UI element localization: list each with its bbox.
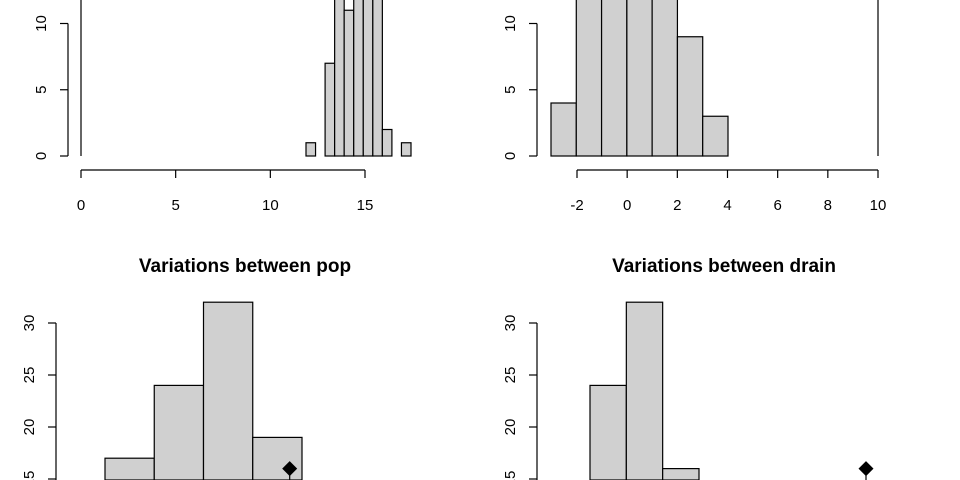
histogram-bar	[104, 457, 155, 480]
y-tick-label: 5	[33, 86, 50, 94]
panel-bottom-right: Variations between drain 15 20 25 30	[502, 256, 874, 480]
y-tick-label: 20	[21, 419, 38, 436]
histogram-bar	[589, 384, 627, 480]
histogram-bar	[324, 62, 336, 157]
histogram-bar	[305, 142, 317, 157]
histogram-bar	[153, 384, 205, 480]
histogram-bar	[651, 0, 679, 157]
y-tick-label: 15	[502, 471, 519, 480]
panel-title: Variations between drain	[612, 256, 836, 277]
y-tick-label: 0	[502, 152, 519, 160]
histogram-bar	[202, 301, 254, 480]
histogram-bar	[343, 9, 355, 157]
x-tick-label: 4	[723, 197, 731, 214]
histogram-bar	[575, 0, 603, 157]
y-tick-label: 25	[502, 367, 519, 384]
histogram-bar	[702, 115, 729, 157]
y-tick-label: 0	[33, 152, 50, 160]
x-tick-label: -2	[570, 197, 583, 214]
observed-marker	[282, 461, 298, 477]
x-tick-label: 5	[171, 197, 179, 214]
histogram-bar	[676, 36, 704, 157]
x-tick-label: 10	[870, 197, 887, 214]
y-tick-label: 20	[502, 419, 519, 436]
x-tick-label: 2	[673, 197, 681, 214]
histogram-bar	[372, 0, 383, 157]
histogram-bar	[550, 102, 577, 157]
y-tick-label: 30	[21, 315, 38, 332]
y-tick-label: 10	[33, 15, 50, 32]
histogram-bar	[625, 301, 664, 480]
histogram-bar	[626, 0, 653, 157]
histogram-bar	[353, 0, 364, 157]
y-tick-label: 15	[21, 471, 38, 480]
histogram-bar	[252, 436, 303, 480]
observed-marker	[858, 461, 874, 477]
y-tick-label: 30	[502, 315, 519, 332]
histogram-bar	[362, 0, 374, 157]
panel-top-right: 0 5 10 -2 0 2 4 6 8 10	[502, 0, 886, 214]
histogram-bar	[334, 0, 345, 157]
y-tick-label: 25	[21, 367, 38, 384]
x-tick-label: 0	[77, 197, 85, 214]
y-tick-label: 5	[502, 86, 519, 94]
panel-top-left: 0 5 10 0 5 10 15	[33, 0, 412, 214]
y-tick-label: 10	[502, 15, 519, 32]
x-tick-label: 6	[773, 197, 781, 214]
histogram-bar	[381, 128, 393, 157]
x-tick-label: 0	[623, 197, 631, 214]
panel-title: Variations between pop	[139, 256, 351, 277]
x-tick-label: 15	[357, 197, 374, 214]
histogram-bar	[662, 468, 700, 480]
x-tick-label: 8	[824, 197, 832, 214]
panel-bottom-left: Variations between pop 15 20 25 30	[21, 256, 351, 480]
x-tick-label: 10	[262, 197, 279, 214]
histogram-bar	[400, 142, 412, 157]
histogram-bar	[600, 0, 628, 157]
